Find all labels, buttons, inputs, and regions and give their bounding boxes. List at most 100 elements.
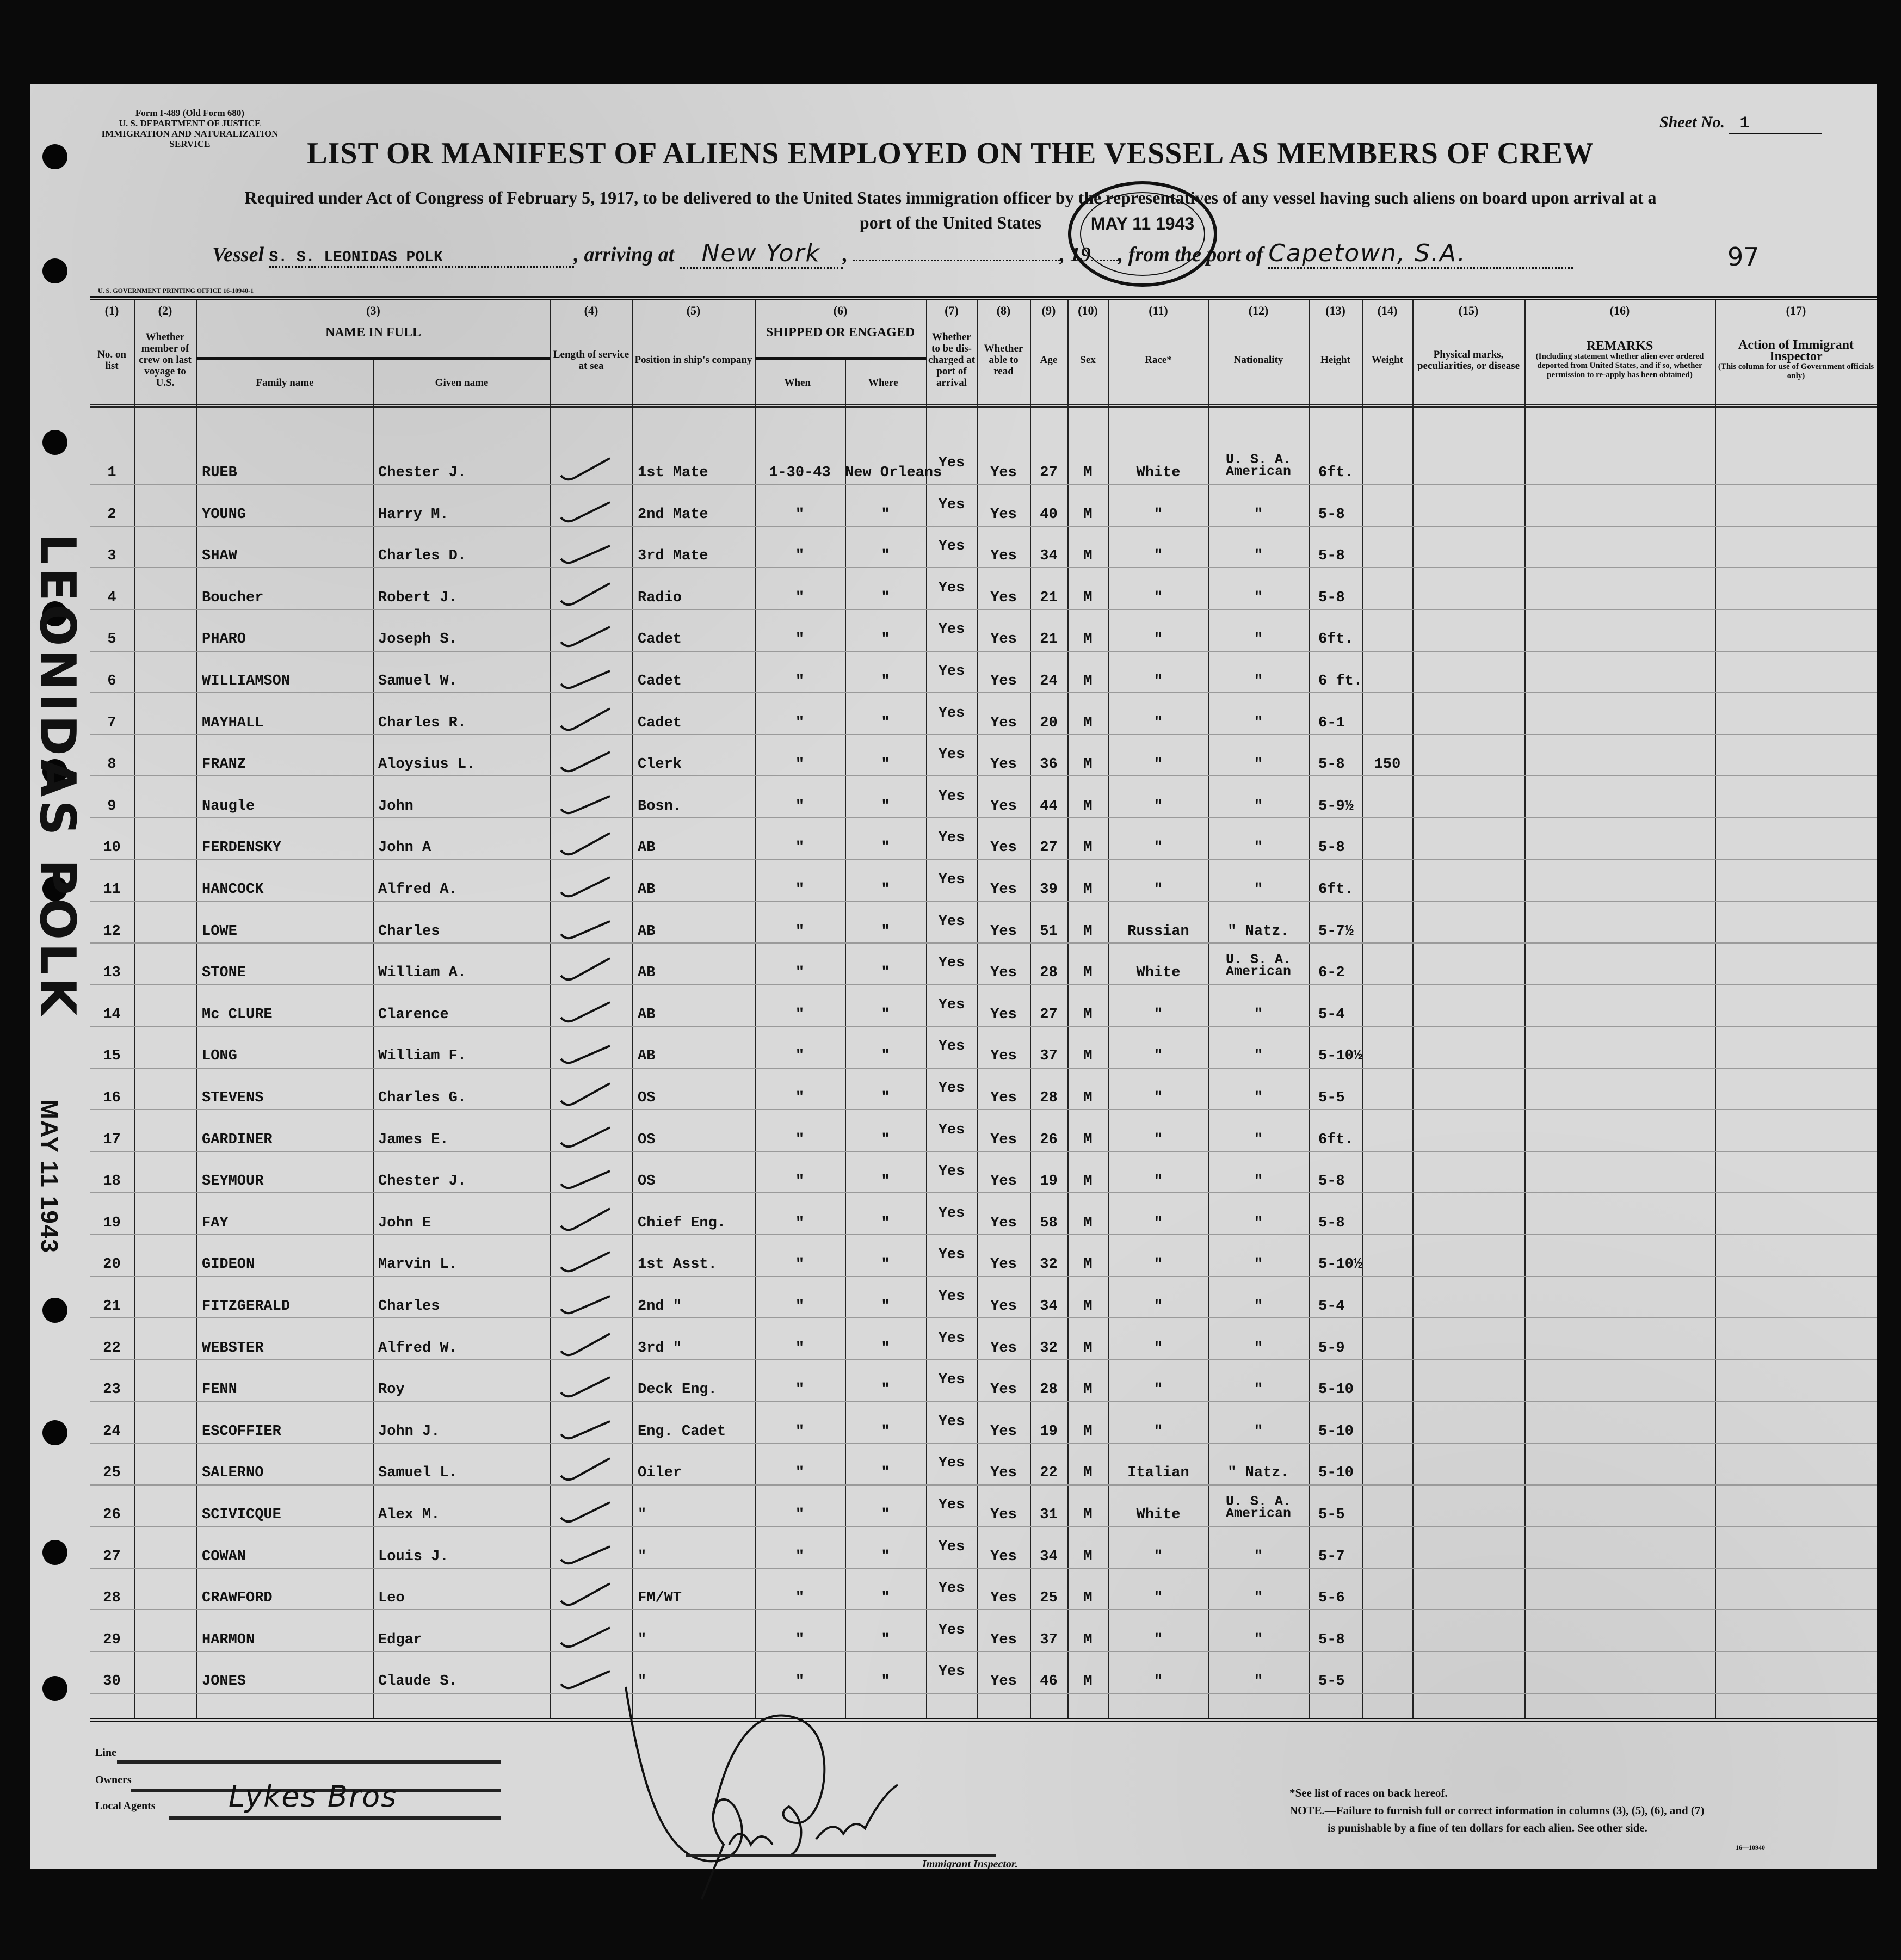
manifest-sheet [30, 84, 1877, 1869]
punch-hole [42, 601, 67, 626]
cell-family: COWAN [202, 1548, 246, 1565]
cell-position: AB [638, 1006, 656, 1023]
cell-where: " [881, 548, 890, 565]
cell-age: 34 [1040, 548, 1058, 565]
cell-nationality: " [1254, 1590, 1263, 1607]
cell-when: " [795, 714, 805, 731]
cell-when: " [795, 1256, 805, 1273]
cell-race: " [1153, 673, 1163, 689]
cell-given: Roy [378, 1382, 405, 1398]
cell-position: Bosn. [638, 798, 682, 815]
cell-given: Charles D. [378, 548, 467, 565]
checkmark-icon [560, 920, 610, 939]
cell-when: " [795, 923, 805, 940]
cell-when: " [795, 1298, 805, 1315]
cell-when: " [795, 882, 805, 898]
stamp-month: MAY [1090, 214, 1128, 233]
cell-age: 51 [1040, 923, 1058, 940]
cell-given: Aloysius L. [378, 756, 476, 773]
note-line-2: is punishable by a fine of ten dollars f… [1328, 1821, 1647, 1834]
cell-family: FAY [202, 1215, 229, 1231]
cell-read: Yes [990, 965, 1017, 982]
cell-given: Chester J. [378, 465, 467, 481]
cell-family: Boucher [202, 589, 264, 606]
table-row: 27 COWAN Louis J. " " " Yes Yes 34 M " " 5-7 [90, 1538, 1877, 1580]
cell-where: " [881, 1298, 890, 1315]
column-header-2: (2) Whether member of crew on last voyage… [134, 300, 196, 404]
checkmark-icon [560, 751, 610, 773]
table-row: 20 GIDEON Marvin L. 1st Asst. " " Yes Yes 32 M " " 5… [90, 1246, 1877, 1287]
column-number: (1) [104, 304, 119, 317]
cell-nationality: " Natz. [1227, 923, 1289, 940]
page-title: LIST OR MANIFEST OF ALIENS EMPLOYED ON T… [307, 137, 1594, 170]
cell-position: AB [638, 923, 656, 940]
cell-sex: M [1083, 1298, 1093, 1315]
cell-nationality: " [1254, 1673, 1263, 1690]
column-note: (Including statement whether alien ever … [1535, 352, 1704, 379]
cell-given: Clarence [378, 1006, 449, 1023]
cell-read: Yes [990, 1006, 1017, 1023]
cell-no: 18 [103, 1173, 121, 1190]
cell-read: Yes [990, 923, 1017, 940]
cell-no: 12 [103, 923, 121, 940]
cell-read: Yes [990, 1548, 1017, 1565]
cell-read: Yes [990, 1048, 1017, 1065]
column-divider [1208, 300, 1209, 1718]
cell-sex: M [1083, 631, 1093, 648]
column-label: REMARKS [1586, 338, 1653, 353]
cell-family: WEBSTER [202, 1340, 264, 1357]
cell-given: Charles R. [378, 714, 467, 731]
checkmark-icon [560, 1332, 610, 1356]
column-divider [134, 300, 135, 1718]
column-number: (5) [686, 304, 701, 317]
cell-given: William F. [378, 1048, 467, 1065]
cell-age: 24 [1040, 673, 1058, 689]
column-label: Whether member of crew on last voyage to… [139, 331, 192, 389]
cell-height: 5-5 [1318, 1090, 1345, 1106]
cell-read: Yes [990, 548, 1017, 565]
cell-position: Cadet [638, 631, 682, 648]
sheet-label: Sheet No. [1659, 113, 1725, 131]
cell-where: " [881, 1590, 890, 1607]
column-label: No. on list [97, 348, 126, 372]
checkmark-icon [560, 501, 610, 522]
cell-position: " [638, 1548, 647, 1565]
cell-family: SCIVICQUE [202, 1507, 281, 1523]
cell-race: Russian [1127, 923, 1189, 940]
cell-discharged: Yes [938, 1622, 965, 1638]
cell-nationality: " [1254, 673, 1263, 689]
cell-read: Yes [990, 714, 1017, 731]
cell-read: Yes [990, 798, 1017, 815]
cell-discharged: Yes [938, 621, 965, 638]
checkmark-icon [560, 1501, 610, 1523]
sheet-number: Sheet No. 1 [1659, 113, 1822, 134]
cell-family: WILLIAMSON [202, 673, 291, 689]
checkmark-icon [560, 582, 610, 606]
checkmark-icon [560, 626, 610, 648]
from-label: , from the port of [1118, 243, 1263, 266]
cell-race: " [1153, 1090, 1163, 1106]
cell-height: 5-8 [1318, 589, 1345, 606]
cell-family: Naugle [202, 798, 255, 815]
cell-age: 27 [1040, 1006, 1058, 1023]
checkmark-icon [560, 1376, 610, 1398]
cell-nationality: " [1254, 1631, 1263, 1648]
table-row: 17 GARDINER James E. OS " " Yes Yes 26 M " " 6ft. [90, 1121, 1877, 1163]
cell-no: 20 [103, 1256, 121, 1273]
cell-position: AB [638, 882, 656, 898]
cell-position: 1st Asst. [638, 1256, 717, 1273]
checkmark-icon [560, 1670, 610, 1690]
cell-sex: M [1083, 673, 1093, 689]
nationality-value: American [1225, 1506, 1292, 1521]
cell-position: OS [638, 1090, 656, 1106]
cell-where: " [881, 1215, 890, 1231]
cell-when: " [795, 1382, 805, 1398]
cell-age: 21 [1040, 589, 1058, 606]
column-header-10: (10) Sex [1067, 300, 1108, 404]
column-label: SHIPPED OR ENGAGED [766, 325, 915, 340]
cell-read: Yes [990, 465, 1017, 481]
table-row: 3 SHAW Charles D. 3rd Mate " " Yes Yes 34 M " " 5-8 [90, 537, 1877, 579]
cell-age: 37 [1040, 1048, 1058, 1065]
cell-no: 8 [107, 756, 116, 773]
cell-family: STONE [202, 965, 246, 982]
